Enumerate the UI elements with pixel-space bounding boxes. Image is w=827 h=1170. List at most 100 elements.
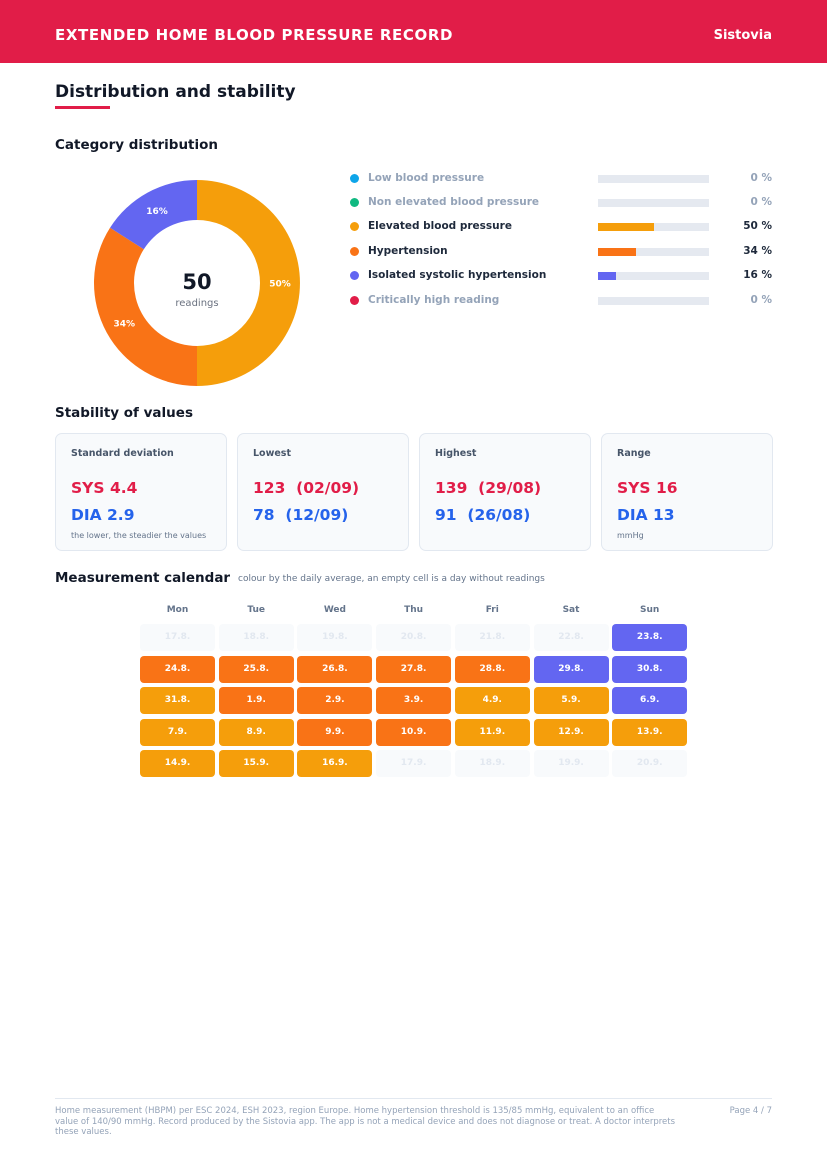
- legend-color-dot: [350, 247, 359, 256]
- legend-bar-track: [598, 223, 709, 231]
- legend-bar-fill: [598, 272, 616, 280]
- stability-heading: Stability of values: [55, 405, 193, 421]
- calendar-day-cell: 21.8.: [454, 624, 530, 651]
- calendar-day-header: Sun: [640, 605, 660, 615]
- lowest-card: Lowest 123 (02/09) 78 (12/09): [237, 433, 409, 551]
- distribution-heading: Category distribution: [55, 137, 219, 153]
- donut-slice: [110, 180, 197, 250]
- legend-item: Isolated systolic hypertension 16 %: [350, 268, 772, 284]
- legend-percent: 0 %: [750, 172, 772, 184]
- calendar-day-cell: 18.9.: [454, 750, 530, 778]
- card-note: mmHg: [617, 531, 644, 540]
- calendar-day-cell: 16.9.: [297, 750, 373, 778]
- page-title: Distribution and stability: [55, 82, 296, 102]
- highest-card: Highest 139 (29/08) 91 (26/08): [419, 433, 591, 551]
- calendar-day-cell: 8.9.: [218, 718, 294, 746]
- report-header: EXTENDED HOME BLOOD PRESSURE RECORD Sist…: [0, 0, 827, 63]
- legend-color-dot: [350, 174, 359, 183]
- calendar-note: colour by the daily average, an empty ce…: [238, 574, 545, 584]
- legend-item: Critically high reading 0 %: [350, 293, 772, 309]
- legend-percent: 0 %: [750, 294, 772, 306]
- legend-label: Non elevated blood pressure: [368, 196, 540, 208]
- calendar-day-header: Tue: [247, 605, 266, 615]
- card-sys-value: SYS 4.4: [71, 479, 138, 497]
- calendar-day-cell: 7.9.: [140, 718, 215, 746]
- legend-color-dot: [350, 198, 359, 207]
- card-sys-value: SYS 16: [617, 479, 678, 497]
- legend-color-dot: [350, 296, 359, 305]
- card-title: Lowest: [253, 448, 291, 459]
- donut-slice-label: 34%: [113, 319, 135, 329]
- footer-disclaimer: Home measurement (HBPM) per ESC 2024, ES…: [55, 1106, 676, 1137]
- range-card: Range SYS 16 DIA 13 mmHg: [601, 433, 773, 551]
- calendar-day-cell: 30.8.: [612, 655, 688, 683]
- card-dia-value: DIA 2.9: [71, 506, 135, 524]
- calendar-day-cell: 14.9.: [140, 750, 215, 778]
- calendar-day-header: Thu: [404, 605, 424, 615]
- calendar-day-cell: 6.9.: [612, 687, 688, 715]
- card-dia-value: 78 (12/09): [253, 506, 349, 524]
- legend-percent: 50 %: [743, 220, 772, 232]
- card-dia-value: 91 (26/08): [435, 506, 531, 524]
- legend-bar-track: [598, 199, 709, 207]
- legend-bar-track: [598, 297, 709, 305]
- legend-label: Hypertension: [368, 245, 448, 257]
- calendar-heading: Measurement calendar: [55, 570, 231, 586]
- calendar-day-cell: 20.8.: [376, 624, 452, 651]
- calendar-day-cell: 9.9.: [297, 718, 373, 746]
- calendar-day-cell: 3.9.: [376, 687, 452, 715]
- calendar-day-cell: 18.8.: [218, 624, 294, 651]
- legend-label: Isolated systolic hypertension: [368, 269, 547, 281]
- calendar-day-cell: 10.9.: [376, 718, 452, 746]
- calendar-day-cell: 11.9.: [454, 718, 530, 746]
- calendar-day-header: Mon: [166, 605, 189, 615]
- calendar-day-cell: 31.8.: [140, 687, 215, 715]
- legend-item: Non elevated blood pressure 0 %: [350, 195, 772, 211]
- footer-divider: [55, 1098, 772, 1099]
- calendar-day-cell: 12.9.: [533, 718, 609, 746]
- donut-slice-label: 16%: [146, 207, 168, 217]
- category-donut-chart: 50% 34% 16% 50 readings: [93, 179, 301, 387]
- calendar-day-cell: 20.9.: [612, 750, 688, 778]
- title-underline: [55, 106, 110, 109]
- calendar-day-cell: 23.8.: [612, 624, 688, 651]
- card-sys-value: 139 (29/08): [435, 479, 542, 497]
- legend-label: Low blood pressure: [368, 172, 485, 184]
- calendar-day-cell: 15.9.: [218, 750, 294, 778]
- calendar-day-cell: 4.9.: [454, 687, 530, 715]
- calendar-day-cell: 26.8.: [297, 655, 373, 683]
- calendar-day-header: Sat: [562, 605, 580, 615]
- legend-item: Low blood pressure 0 %: [350, 171, 772, 187]
- calendar-day-cell: 22.8.: [533, 624, 609, 651]
- page-number: Page 4 / 7: [729, 1106, 772, 1116]
- donut-slice: [197, 180, 300, 386]
- calendar-day-cell: 19.9.: [533, 750, 609, 778]
- calendar-day-cell: 19.8.: [297, 624, 373, 651]
- calendar-day-cell: 17.9.: [376, 750, 452, 778]
- card-dia-value: DIA 13: [617, 506, 675, 524]
- legend-bar-track: [598, 248, 709, 256]
- donut-svg: 50% 34% 16%: [94, 180, 300, 386]
- card-title: Highest: [435, 448, 477, 459]
- card-title: Range: [617, 448, 651, 459]
- total-readings-label: readings: [175, 298, 219, 309]
- legend-label: Elevated blood pressure: [368, 220, 512, 232]
- calendar-day-cell: 27.8.: [376, 655, 452, 683]
- card-note: the lower, the steadier the values: [71, 531, 207, 540]
- calendar-day-cell: 24.8.: [140, 655, 215, 683]
- calendar-day-cell: 2.9.: [297, 687, 373, 715]
- legend-item: Hypertension 34 %: [350, 244, 772, 260]
- std-deviation-card: Standard deviation SYS 4.4 DIA 2.9 the l…: [55, 433, 227, 551]
- legend-bar-track: [598, 175, 709, 183]
- calendar-day-cell: 17.8.: [140, 624, 215, 651]
- report-title: EXTENDED HOME BLOOD PRESSURE RECORD: [55, 26, 454, 44]
- legend-label: Critically high reading: [368, 294, 500, 306]
- total-readings-value: 50: [182, 270, 212, 294]
- legend-bar-track: [598, 272, 709, 280]
- legend-color-dot: [350, 271, 359, 280]
- legend-percent: 0 %: [750, 196, 772, 208]
- legend-item: Elevated blood pressure 50 %: [350, 219, 772, 235]
- brand-name: Sistovia: [713, 28, 772, 43]
- calendar-day-cell: 25.8.: [218, 655, 294, 683]
- calendar-day-cell: 28.8.: [454, 655, 530, 683]
